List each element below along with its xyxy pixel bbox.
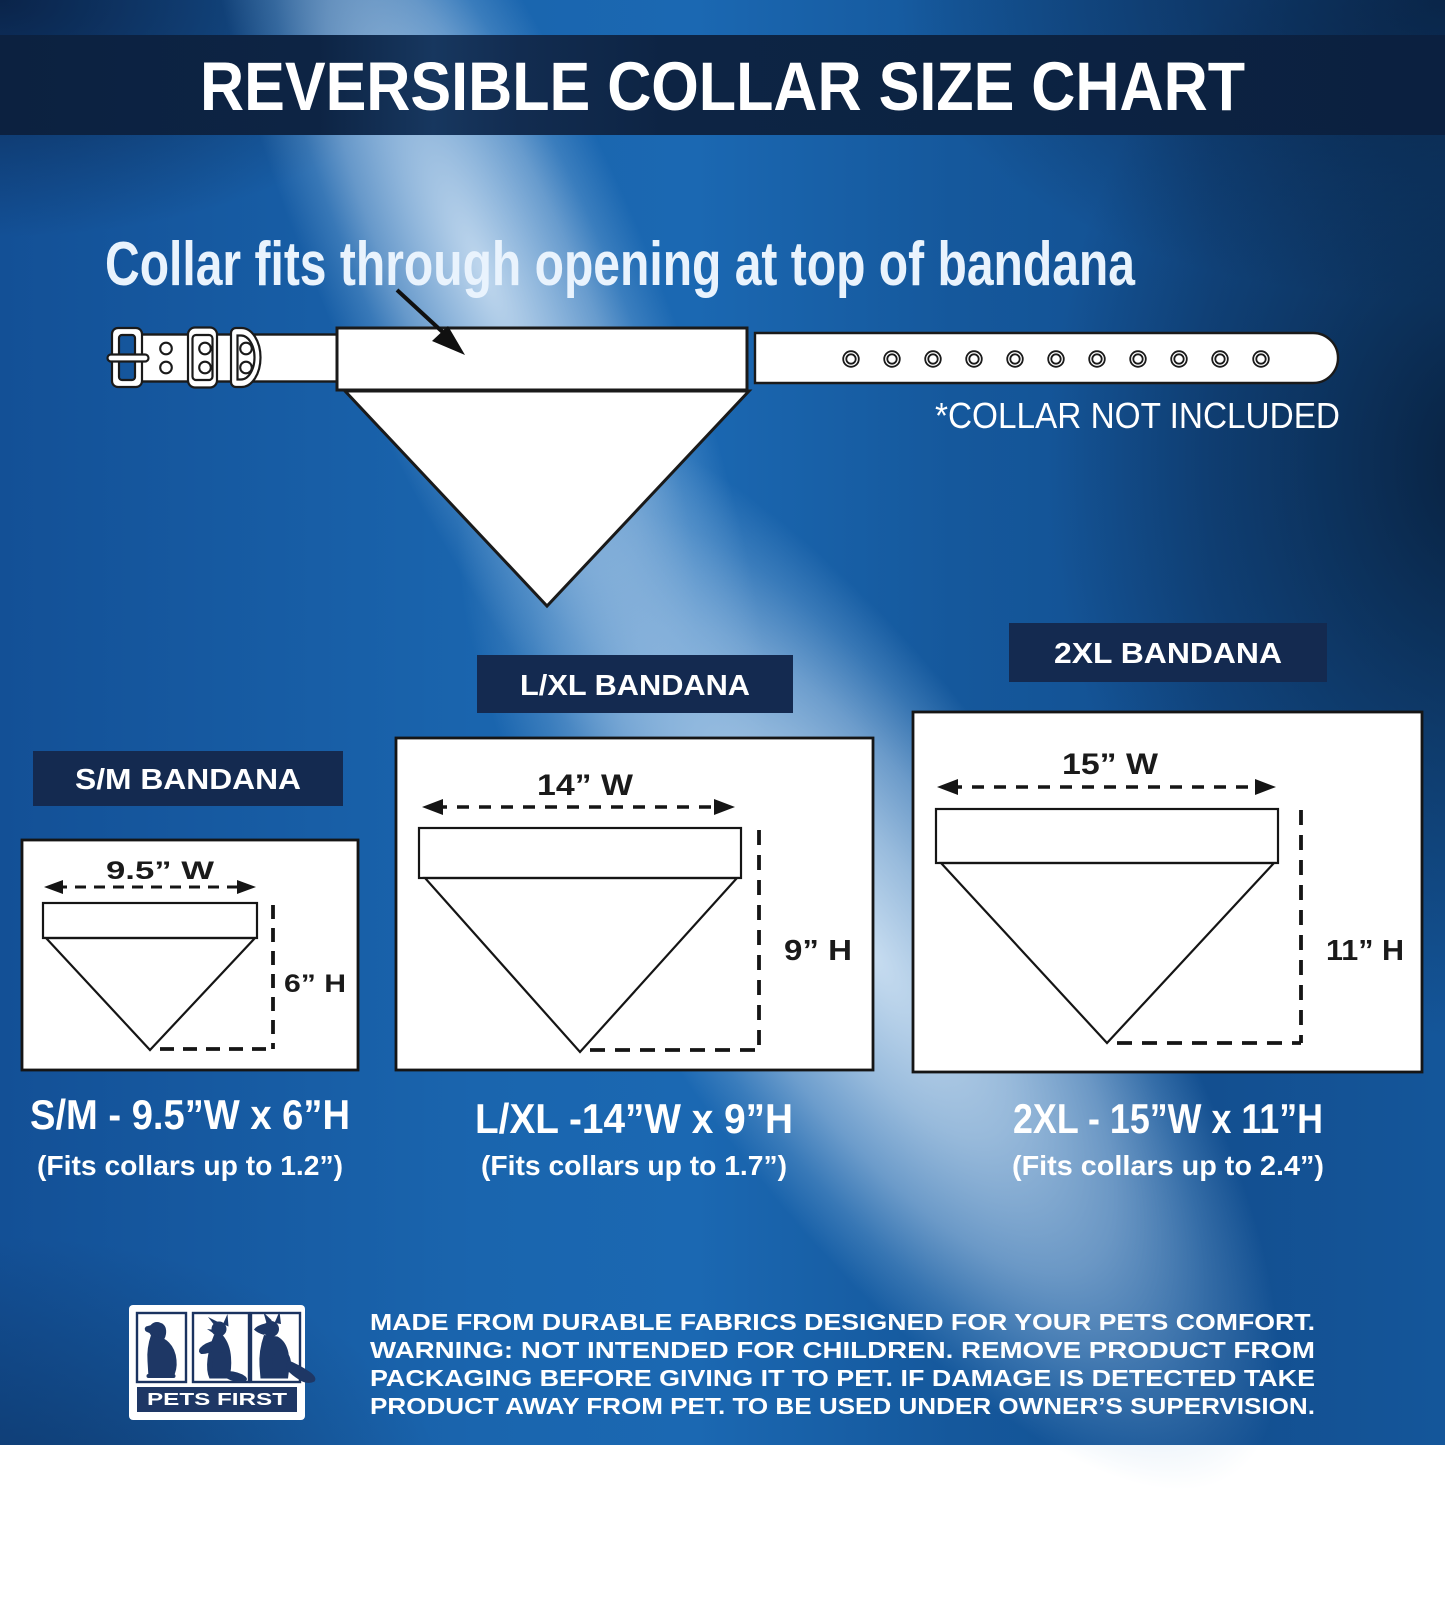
svg-text:2XL - 15”W x 11”H: 2XL - 15”W x 11”H [1013,1095,1323,1142]
svg-text:PETS FIRST: PETS FIRST [147,1389,287,1409]
svg-text:WARNING: NOT INTENDED FOR: WARNING: NOT INTENDED FOR CHILDREN. REMO… [370,1337,1315,1363]
svg-text:S/M - 9.5”W x 6”H: S/M - 9.5”W x 6”H [30,1091,350,1138]
svg-text:6” H: 6” H [284,970,346,998]
svg-text:(Fits collars up to 1.2”): (Fits collars up to 1.2”) [37,1150,343,1181]
svg-text:PACKAGING BEFORE GIVING IT TO: PACKAGING BEFORE GIVING IT TO PET. IF DA… [370,1365,1315,1391]
svg-text:(Fits collars up to 1.7”): (Fits collars up to 1.7”) [481,1150,787,1181]
svg-text:Collar fits through opening at: Collar fits through opening at top of ba… [105,230,1135,299]
svg-text:*COLLAR NOT INCLUDED: *COLLAR NOT INCLUDED [935,395,1340,436]
svg-text:9.5” W: 9.5” W [106,857,215,885]
svg-text:11” H: 11” H [1326,935,1404,967]
svg-text:PRODUCT AWAY FROM PET. TO BE U: PRODUCT AWAY FROM PET. TO BE USED UNDER … [370,1393,1315,1419]
svg-text:(Fits collars up to 2.4”): (Fits collars up to 2.4”) [1012,1150,1324,1181]
svg-text:15” W: 15” W [1062,748,1159,781]
svg-text:L/XL BANDANA: L/XL BANDANA [520,670,750,702]
svg-text:REVERSIBLE COLLAR SIZE CHART: REVERSIBLE COLLAR SIZE CHART [200,48,1245,125]
svg-text:14” W: 14” W [537,769,634,802]
svg-text:MADE FROM DURABLE FABRICS DESI: MADE FROM DURABLE FABRICS DESIGNED FOR Y… [370,1309,1315,1335]
svg-text:9” H: 9” H [784,935,852,967]
svg-text:S/M BANDANA: S/M BANDANA [75,764,301,796]
svg-text:2XL BANDANA: 2XL BANDANA [1054,638,1282,670]
svg-text:L/XL -14”W x 9”H: L/XL -14”W x 9”H [475,1095,793,1142]
